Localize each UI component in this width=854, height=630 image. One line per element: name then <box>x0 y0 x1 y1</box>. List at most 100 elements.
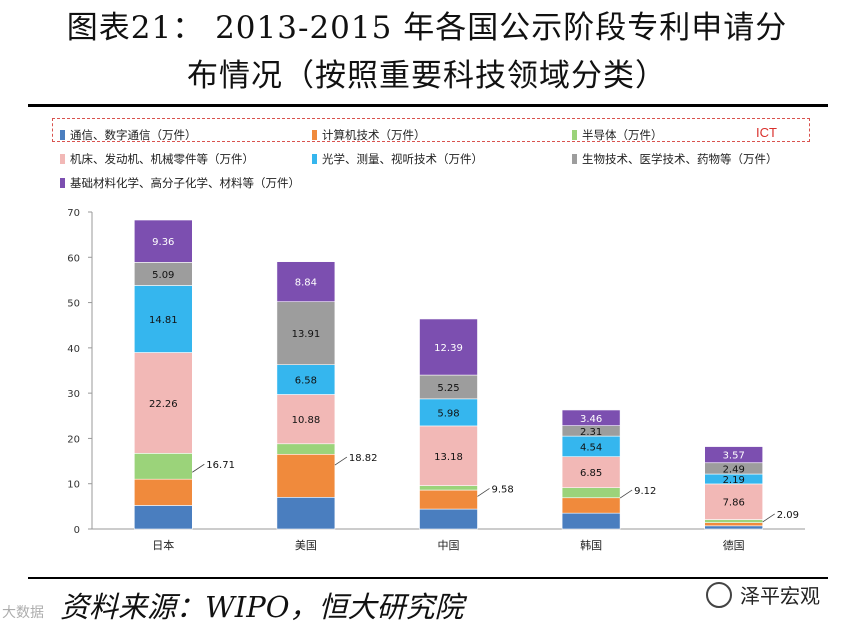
y-tick-label: 70 <box>67 208 80 219</box>
y-tick-label: 0 <box>74 525 80 536</box>
bar-segment <box>419 508 478 530</box>
ict-leader-line <box>192 463 205 473</box>
bar-segment <box>704 522 764 527</box>
y-tick-label: 30 <box>67 389 80 400</box>
data-label: 8.84 <box>295 278 317 289</box>
ict-total-label: 9.58 <box>492 484 514 495</box>
chart-title-line2: 布情况（按照重要科技领域分类） <box>187 58 667 94</box>
legend-swatch <box>60 178 65 188</box>
bar-segment <box>276 261 336 303</box>
bar-segment <box>134 285 193 353</box>
stacked-bar-chart: 0 10 20 30 40 50 60 70 22.26 14.81 5.09 9.36 16.71 日本… <box>67 208 805 552</box>
top-divider <box>28 104 828 107</box>
legend-swatch <box>60 130 65 140</box>
legend-label: 计算机技术（万件） <box>322 128 426 142</box>
bar-segment <box>276 364 336 395</box>
brand: 泽平宏观 <box>706 580 820 609</box>
brand-name: 泽平宏观 <box>740 584 820 608</box>
x-tick-label: 日本 <box>152 538 174 552</box>
bar-segment <box>561 487 621 499</box>
bar-segment <box>276 496 336 530</box>
ict-total-label: 16.71 <box>206 460 235 471</box>
ict-legend-box <box>52 118 810 142</box>
bar-segment <box>276 394 336 445</box>
y-tick-label: 40 <box>67 344 80 355</box>
data-label: 13.18 <box>434 452 463 463</box>
x-tick-label: 中国 <box>438 539 460 552</box>
legend-swatch <box>60 154 65 164</box>
x-tick-label: 韩国 <box>580 538 602 552</box>
bar-segment <box>419 489 478 510</box>
bar-segment <box>134 505 193 530</box>
ict-leader-line <box>477 488 490 497</box>
y-tick-label: 20 <box>67 434 80 445</box>
bar-segment <box>134 352 193 454</box>
legend-item: 机床、发动机、机械零件等（万件） <box>60 151 254 167</box>
bottom-divider <box>28 577 828 579</box>
legend-item: 基础材料化学、高分子化学、材料等（万件） <box>60 175 300 191</box>
data-label: 3.46 <box>580 414 602 425</box>
bar-segment <box>419 318 478 376</box>
wechat-icon <box>706 581 732 608</box>
data-label: 5.09 <box>152 270 174 281</box>
legend-label: 通信、数字通信（万件） <box>70 128 197 142</box>
data-label: 5.25 <box>437 383 459 394</box>
ict-leader-line <box>762 513 775 523</box>
legend-swatch <box>572 130 577 140</box>
bar-segment <box>276 443 336 455</box>
legend-swatch <box>312 130 317 140</box>
ict-total-label: 18.82 <box>349 453 378 464</box>
y-tick-label: 10 <box>67 480 80 491</box>
data-label: 10.88 <box>292 415 321 426</box>
data-label: 2.49 <box>723 464 745 475</box>
y-tick-label: 60 <box>67 253 80 264</box>
watermark: 大数据 <box>2 605 44 621</box>
data-label: 22.26 <box>149 399 178 410</box>
data-label: 4.54 <box>580 442 602 453</box>
y-tick-label: 50 <box>67 299 80 310</box>
legend-item: 半导体（万件） <box>572 127 663 143</box>
data-label: 13.91 <box>292 329 321 340</box>
data-label: 14.81 <box>149 315 178 326</box>
legend-label: 半导体（万件） <box>582 128 663 142</box>
legend-label: 基础材料化学、高分子化学、材料等（万件） <box>70 176 300 190</box>
legend-label: 机床、发动机、机械零件等（万件） <box>70 152 254 166</box>
source-note: 资料来源：WIPO，恒大研究院 <box>60 590 464 624</box>
bar-segment <box>561 512 621 530</box>
bar-segment <box>561 497 621 514</box>
data-label: 2.31 <box>580 427 602 438</box>
data-label: 2.19 <box>723 475 745 486</box>
legend-swatch <box>572 154 577 164</box>
x-tick-label: 德国 <box>723 538 745 552</box>
bar-segment <box>134 478 193 506</box>
ict-total-label: 2.09 <box>777 510 799 521</box>
legend-label: 光学、测量、视听技术（万件） <box>322 152 483 166</box>
legend-item: 光学、测量、视听技术（万件） <box>312 151 483 167</box>
legend-label: 生物技术、医学技术、药物等（万件） <box>582 152 778 166</box>
bar-segment <box>704 519 764 523</box>
legend-item: 计算机技术（万件） <box>312 127 426 143</box>
ict-total-label: 9.12 <box>634 486 656 497</box>
bar-segment <box>704 446 764 464</box>
bar-segment <box>419 485 478 491</box>
bar-segment <box>419 398 478 427</box>
data-label: 3.57 <box>723 451 745 462</box>
bar-segment <box>561 456 621 488</box>
data-label: 6.58 <box>295 376 317 387</box>
chart-title-line1: 图表21： 2013-2015 年各国公示阶段专利申请分 <box>66 10 788 46</box>
data-label: 12.39 <box>434 343 463 354</box>
bar-segment <box>419 425 478 486</box>
data-label: 6.85 <box>580 468 602 479</box>
x-tick-label: 美国 <box>295 539 317 552</box>
ict-label: ICT <box>756 125 777 140</box>
bar-segment <box>704 525 764 530</box>
bar-segment <box>704 483 764 520</box>
bar-segment <box>276 301 336 366</box>
data-label: 5.98 <box>437 408 459 419</box>
data-label: 7.86 <box>723 498 745 509</box>
bar-segment <box>134 453 193 480</box>
bar-segment <box>561 409 621 426</box>
legend-item: 生物技术、医学技术、药物等（万件） <box>572 151 778 167</box>
ict-leader-line <box>619 489 633 499</box>
legend-item: 通信、数字通信（万件） <box>60 127 197 143</box>
